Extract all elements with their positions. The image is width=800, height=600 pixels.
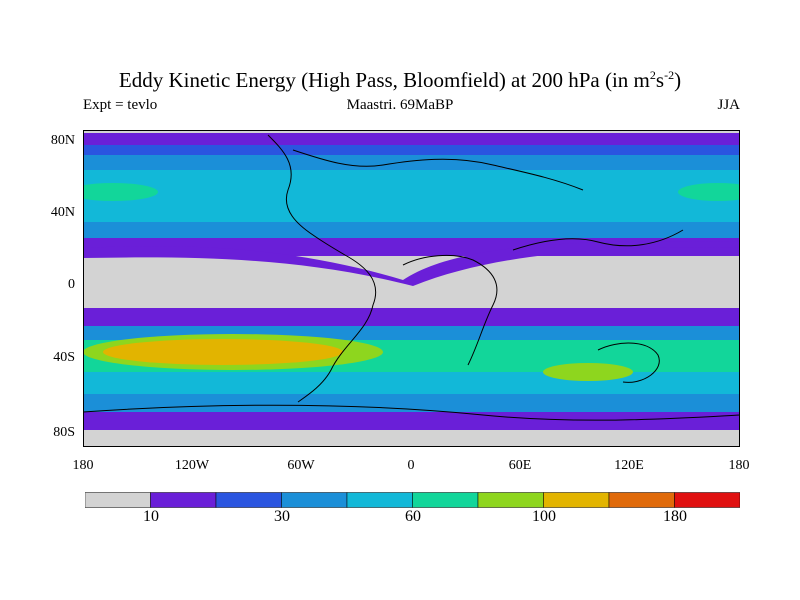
field-band-north-3 (83, 155, 740, 170)
y-tick-label: 40N (50, 205, 75, 220)
colorbar-label: 10 (143, 508, 159, 525)
colorbar-box (674, 492, 740, 508)
field-band-north-4 (83, 170, 740, 222)
period-label: Maastri. 69MaBP (346, 97, 454, 113)
x-tick-label: 180 (728, 458, 750, 473)
field-band-north-5 (83, 222, 740, 238)
field-band-south-7 (83, 430, 740, 447)
season-label: JJA (717, 97, 740, 113)
colorbar (85, 492, 740, 508)
field-max-south-east (543, 363, 633, 381)
colorbar-label: 180 (663, 508, 687, 525)
colorbar-box (412, 492, 479, 508)
field-equator-purple (83, 241, 740, 286)
colorbar-box (150, 492, 217, 508)
colorbar-box (281, 492, 348, 508)
colorbar-label: 30 (274, 508, 290, 525)
colorbar-box (608, 492, 675, 508)
colorbar-label: 60 (405, 508, 421, 525)
colorbar-box (346, 492, 413, 508)
field-max-south-orange (103, 339, 343, 365)
field-band-south-6 (83, 412, 740, 430)
coastlines (83, 134, 740, 421)
experiment-label: Expt = tevlo (83, 97, 158, 113)
colorbar-box (85, 492, 151, 508)
field-max-north-east (678, 183, 740, 201)
colorbar-label: 100 (532, 508, 556, 525)
field-band-south-4 (83, 372, 740, 394)
x-tick-label: 60W (287, 458, 315, 473)
x-tick-label: 0 (407, 458, 415, 473)
x-tick-label: 60E (508, 458, 532, 473)
x-tick-label: 120W (174, 458, 210, 473)
field-band-south-5 (83, 394, 740, 412)
y-tick-label: 40S (53, 350, 75, 365)
y-tick-label: 80N (50, 133, 75, 148)
plot-title: Eddy Kinetic Energy (High Pass, Bloomfie… (118, 68, 682, 92)
field-band-south-1 (83, 308, 740, 326)
eke-map (83, 130, 740, 447)
y-tick-label: 0 (68, 277, 75, 292)
field-band-north-1 (83, 133, 740, 145)
colorbar-box (215, 492, 282, 508)
x-tick-label: 120E (614, 458, 644, 473)
x-tick-label: 180 (72, 458, 94, 473)
field-max-north-west (83, 183, 158, 201)
y-tick-label: 80S (53, 425, 75, 440)
colorbar-box (543, 492, 610, 508)
colorbar-box (477, 492, 544, 508)
field-band-north-2 (83, 145, 740, 155)
